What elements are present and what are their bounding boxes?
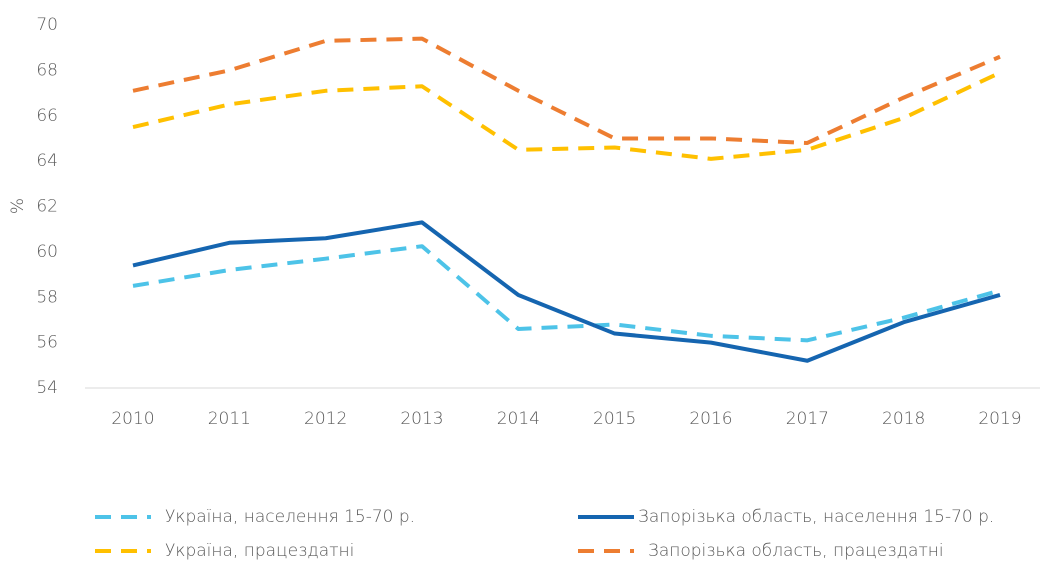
y-tick-label: 64: [36, 151, 58, 171]
x-tick-label: 2016: [689, 409, 732, 429]
y-tick-label: 58: [36, 287, 58, 307]
x-tick-label: 2012: [304, 409, 347, 429]
legend-label: Україна, працездатні: [165, 541, 354, 561]
y-tick-label: 66: [36, 106, 58, 126]
x-tick-label: 2014: [497, 409, 540, 429]
series-line: [132, 220, 1001, 363]
y-tick-label: 70: [36, 15, 58, 35]
series-line: [132, 70, 1001, 161]
x-tick-label: 2013: [400, 409, 443, 429]
y-tick-label: 56: [36, 333, 58, 353]
legend-label: Запорізька область, населення 15-70 р.: [638, 507, 994, 527]
y-tick-label: 60: [36, 242, 58, 262]
x-tick-label: 2011: [208, 409, 251, 429]
y-tick-label: 54: [36, 378, 58, 398]
x-tick-label: 2017: [786, 409, 829, 429]
x-tick-label: 2019: [978, 409, 1021, 429]
x-tick-label: 2018: [882, 409, 925, 429]
legend-label: Україна, населення 15-70 р.: [165, 507, 415, 527]
x-tick-label: 2015: [593, 409, 636, 429]
legend-label: Запорізька область, працездатні: [648, 541, 944, 561]
series-line: [132, 244, 1001, 343]
y-tick-label: 68: [36, 60, 58, 80]
x-tick-label: 2010: [111, 409, 154, 429]
series-line: [132, 36, 1001, 145]
y-tick-label: 62: [36, 197, 58, 217]
y-axis-label: %: [8, 198, 28, 214]
